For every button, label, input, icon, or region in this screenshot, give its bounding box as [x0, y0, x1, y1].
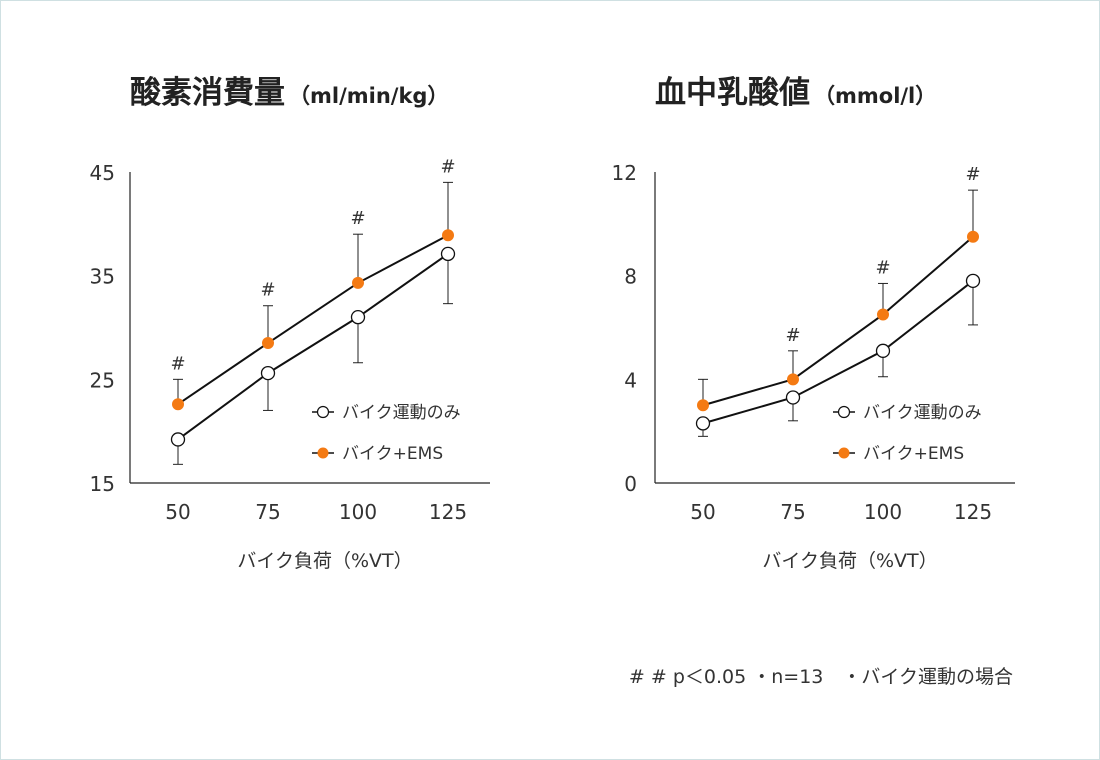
oxygen-consumption-chart: 酸素消費量 （ml/min/kg） 15 25 35 45 50 75 100 125 バイク負荷（… — [90, 75, 490, 572]
chart-title: 酸素消費量 （ml/min/kg） — [130, 75, 448, 111]
x-axis-label: バイク負荷（%VT） — [762, 550, 937, 572]
x-tick-label: 100 — [339, 500, 377, 524]
data-point-bike-only — [170, 432, 186, 447]
series-line-bike-ems — [702, 236, 974, 407]
chart-title-unit: （ml/min/kg） — [289, 84, 448, 108]
data-point-bike-ems — [967, 230, 979, 243]
data-point-bike-only — [965, 273, 981, 289]
data-point-bike-only — [350, 309, 366, 325]
data-point-bike-ems — [352, 276, 364, 289]
x-tick-label: 100 — [864, 500, 902, 524]
legend-label: バイク運動のみ — [863, 403, 982, 423]
legend-marker-bike-only — [316, 405, 330, 419]
y-tick-label: 45 — [90, 161, 115, 185]
data-point-bike-ems — [442, 229, 454, 242]
legend-marker-bike-ems — [838, 447, 850, 459]
significance-marker: # — [170, 353, 185, 374]
data-point-bike-only — [260, 365, 276, 381]
y-tick-label: 8 — [624, 265, 637, 289]
significance-marker: # — [785, 325, 800, 346]
series-line-bike-only — [702, 280, 974, 425]
x-tick-label: 50 — [690, 500, 715, 524]
data-point-bike-only — [785, 390, 801, 405]
legend-marker-bike-only — [837, 405, 851, 419]
data-point-bike-only — [875, 343, 891, 358]
data-point-bike-only — [695, 416, 711, 431]
data-point-bike-ems — [877, 308, 889, 321]
series-line-bike-only — [177, 253, 449, 441]
chart-title-unit: （mmol/l） — [814, 84, 936, 108]
y-tick-label: 15 — [90, 472, 115, 496]
x-tick-label: 50 — [165, 500, 190, 524]
x-tick-label: 125 — [429, 500, 467, 524]
significance-marker: # — [965, 164, 980, 185]
significance-marker: # — [260, 280, 275, 301]
blood-lactate-chart: 血中乳酸値 （mmol/l） 0 4 8 12 50 75 100 125 バイク負荷（%VT） # #… — [612, 75, 1015, 572]
chart-title: 血中乳酸値 （mmol/l） — [655, 75, 936, 111]
footnote: # # p＜0.05 ・n=13 ・バイク運動の場合 — [629, 666, 1013, 688]
data-point-bike-ems — [787, 373, 799, 386]
legend-label: バイク+EMS — [863, 444, 964, 464]
data-point-bike-ems — [172, 398, 184, 411]
y-tick-label: 35 — [90, 265, 115, 289]
significance-marker: # — [350, 208, 365, 229]
legend-marker-bike-ems — [317, 447, 329, 459]
legend-label: バイク運動のみ — [342, 403, 461, 423]
y-tick-label: 0 — [624, 472, 637, 496]
x-tick-label: 75 — [780, 500, 805, 524]
x-tick-label: 125 — [954, 500, 992, 524]
chart-title-main: 血中乳酸値 — [655, 75, 810, 111]
chart-title-main: 酸素消費量 — [130, 75, 285, 111]
data-point-bike-ems — [697, 399, 709, 412]
data-point-bike-ems — [262, 337, 274, 350]
significance-marker: # — [875, 257, 890, 278]
y-tick-label: 12 — [612, 161, 637, 185]
significance-marker: # — [440, 156, 455, 177]
y-tick-label: 25 — [90, 368, 115, 392]
series-line-bike-ems — [177, 234, 449, 406]
data-point-bike-only — [440, 246, 456, 262]
legend-label: バイク+EMS — [342, 444, 443, 464]
x-tick-label: 75 — [255, 500, 280, 524]
x-axis-label: バイク負荷（%VT） — [237, 550, 412, 572]
y-tick-label: 4 — [624, 368, 637, 392]
